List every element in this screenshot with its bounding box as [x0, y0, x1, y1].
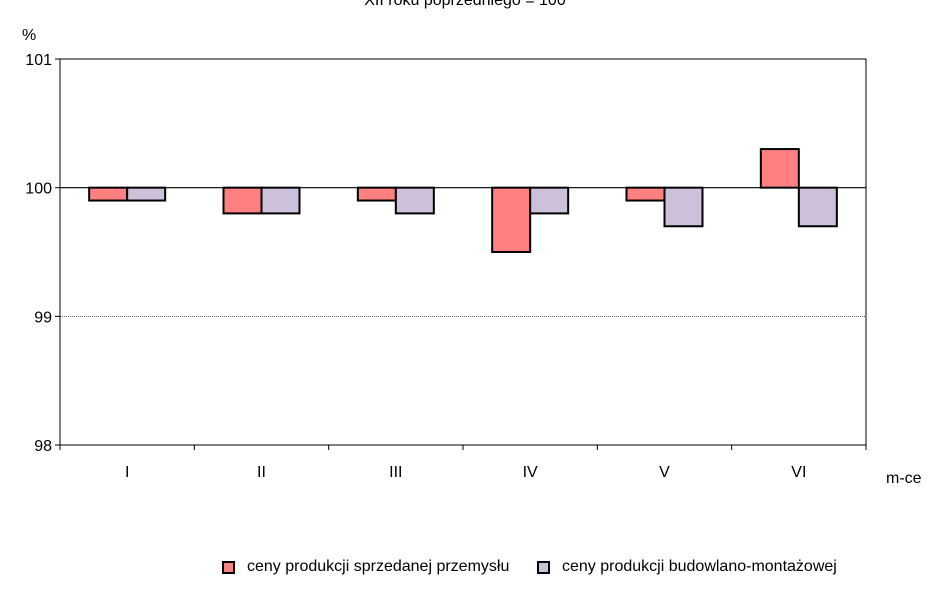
bar-industry-I [88, 186, 129, 202]
x-tick-label: V [659, 464, 670, 481]
bar-construction-I [126, 186, 167, 202]
x-tick-label: VI [791, 464, 806, 481]
x-tick-label: IV [523, 464, 538, 481]
bar-construction-VI [797, 186, 838, 228]
bar-construction-V [663, 186, 704, 228]
legend-label: ceny produkcji budowlano-montażowej [562, 558, 837, 575]
y-axis-label: % [22, 27, 36, 44]
bar-industry-III [356, 186, 397, 202]
gridlines [60, 187, 866, 317]
plot-area [59, 58, 867, 446]
x-tick-label: I [125, 464, 129, 481]
y-tick-label: 99 [34, 309, 52, 326]
bar-chart: XII roku poprzedniego = 100 % m-ce 98 99 1… [22, 0, 922, 487]
bar-industry-II [222, 186, 263, 215]
chart-title: XII roku poprzedniego = 100 [364, 0, 566, 9]
x-axis-label: m-ce [886, 470, 922, 487]
legend-item-industry: ceny produkcji sprzedanej przemysłu [222, 558, 509, 576]
x-tick-label: II [257, 464, 266, 481]
bar-construction-III [394, 186, 435, 215]
bars [88, 148, 838, 254]
legend-swatch [222, 560, 235, 574]
legend-label: ceny produkcji sprzedanej przemysłu [247, 558, 510, 575]
legend-swatch [537, 560, 550, 574]
bar-industry-IV [491, 186, 532, 254]
bar-industry-VI [759, 148, 800, 189]
bar-construction-II [260, 186, 301, 215]
y-tick-label: 100 [25, 181, 52, 198]
y-tick-label: 98 [34, 438, 52, 455]
bar-industry-V [625, 186, 666, 202]
bar-construction-IV [529, 186, 570, 215]
legend-item-construction: ceny produkcji budowlano-montażowej [537, 558, 837, 576]
y-tick-label: 101 [25, 52, 52, 69]
x-tick-label: III [389, 464, 402, 481]
